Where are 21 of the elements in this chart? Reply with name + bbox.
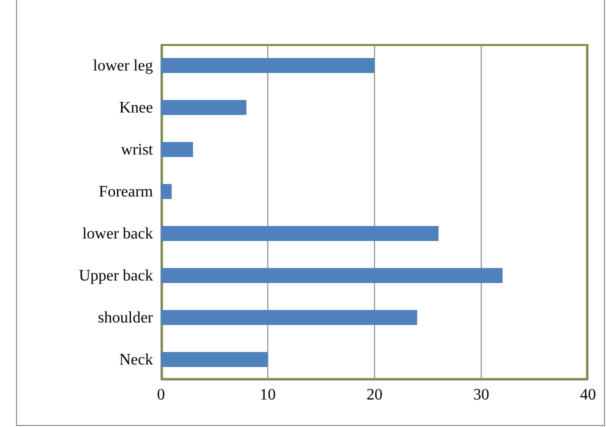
- bar: [161, 226, 439, 241]
- y-tick-label: lower back: [82, 226, 153, 243]
- x-tick-label: 20: [366, 386, 382, 404]
- y-tick-label: lower leg: [93, 58, 153, 75]
- bar: [161, 352, 268, 367]
- bar: [161, 58, 374, 73]
- y-tick-label: shoulder: [98, 310, 154, 327]
- x-tick-label: 40: [580, 386, 596, 404]
- y-tick-label: Forearm: [98, 184, 154, 201]
- y-tick-label: wrist: [121, 142, 154, 159]
- bar: [161, 142, 194, 157]
- bar: [161, 100, 246, 115]
- bar: [161, 310, 418, 325]
- y-tick-label: Knee: [119, 100, 153, 117]
- x-tick-label: 10: [260, 386, 276, 404]
- bar: [161, 184, 172, 199]
- y-tick-label: Neck: [119, 352, 153, 369]
- y-tick-label: Upper back: [78, 268, 153, 285]
- bar: [161, 268, 503, 283]
- x-tick-label: 0: [157, 386, 165, 404]
- x-tick-label: 30: [473, 386, 490, 404]
